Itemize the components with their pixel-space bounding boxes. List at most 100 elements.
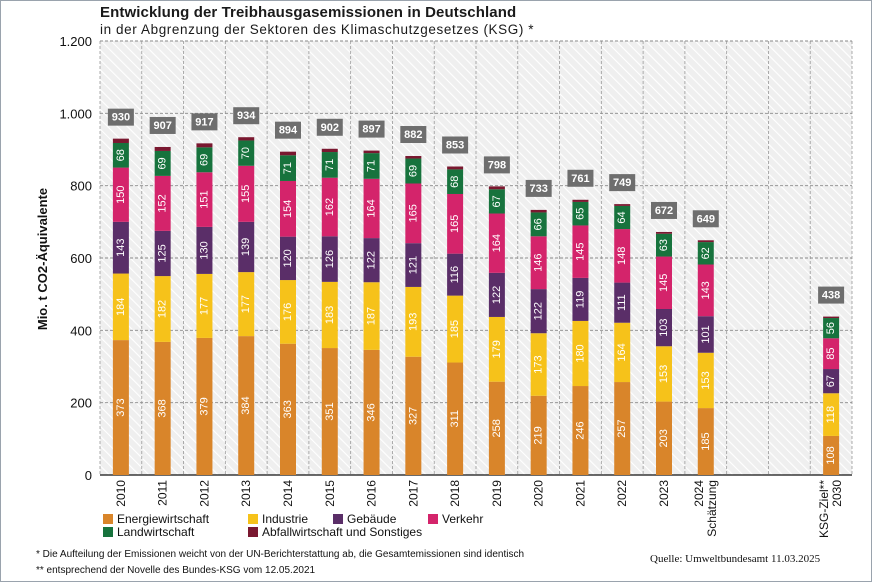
- total-box: [233, 107, 260, 125]
- bar-segment-label: 143: [115, 239, 127, 257]
- bar-segment: [447, 253, 464, 296]
- bar-segment: [238, 221, 255, 273]
- bar-segment: [823, 369, 840, 394]
- total-label: 761: [571, 173, 589, 185]
- bar-segment: [196, 147, 213, 173]
- bar-segment: [112, 221, 129, 274]
- bar-segment: [112, 138, 129, 143]
- bar-segment-label: 176: [282, 303, 294, 321]
- bar-segment: [530, 333, 547, 396]
- x-tick-label: 2013: [239, 480, 253, 507]
- x-tick-label: 2023: [657, 480, 671, 507]
- bar-segment-label: 180: [574, 344, 586, 362]
- bar-segment: [447, 169, 464, 194]
- total-label: 649: [697, 213, 715, 225]
- bar-segment: [447, 362, 464, 475]
- bar-segment: [196, 226, 213, 274]
- total-box: [483, 156, 510, 174]
- total-label: 749: [613, 177, 631, 189]
- bar-segment: [154, 276, 171, 342]
- x-tick-label: 2030: [830, 480, 844, 507]
- x-tick-label: 2024: [692, 480, 706, 507]
- total-label: 882: [404, 129, 422, 141]
- bar-segment: [321, 148, 338, 153]
- total-box: [191, 113, 218, 131]
- bar-segment-label: 139: [240, 238, 252, 256]
- chart-title: Entwicklung der Treibhausgasemissionen i…: [100, 4, 517, 21]
- total-box: [609, 174, 636, 192]
- bar-segment: [447, 295, 464, 363]
- x-tick-label: 2016: [365, 480, 379, 507]
- bar-segment-label: 327: [407, 407, 419, 425]
- bar-segment: [614, 205, 631, 230]
- bar-segment-label: 111: [616, 294, 628, 311]
- bar-segment: [488, 189, 505, 214]
- bar-segment: [154, 175, 171, 231]
- x-tick-label: 2015: [323, 480, 337, 507]
- bar-segment: [154, 341, 171, 475]
- bar-segment: [405, 156, 422, 159]
- bar-segment: [154, 230, 171, 277]
- bar-segment-label: 183: [324, 306, 336, 324]
- bar-segment: [238, 140, 255, 166]
- bar-segment: [405, 286, 422, 357]
- bar-segment: [614, 229, 631, 283]
- total-box: [567, 169, 594, 187]
- bar-segment: [154, 146, 171, 151]
- bar-segment: [280, 280, 296, 344]
- y-tick-label: 200: [70, 396, 92, 411]
- bar-segment-label: 126: [324, 250, 336, 268]
- bar-segment: [697, 352, 714, 409]
- bar-segment: [405, 158, 422, 184]
- bar-segment: [363, 178, 380, 239]
- bar-segment: [321, 236, 338, 282]
- bar-segment-label: 71: [366, 160, 378, 172]
- bar-segment-label: 116: [449, 266, 461, 284]
- bar-segment: [823, 318, 840, 339]
- bar-segment-label: 311: [449, 410, 461, 428]
- bar-segment: [280, 236, 296, 281]
- bar-segment-label: 148: [616, 247, 628, 265]
- bar-segment-label: 67: [825, 375, 837, 387]
- y-tick-label: 1.200: [59, 34, 92, 49]
- bar-segment-label: 125: [157, 244, 169, 262]
- y-tick-label: 800: [70, 179, 92, 194]
- total-box: [358, 120, 385, 138]
- total-label: 897: [362, 124, 380, 136]
- bar-segment: [112, 142, 129, 168]
- bar-segment-label: 165: [449, 215, 461, 233]
- bar-segment-label: 173: [533, 355, 545, 373]
- legend-swatch: [103, 514, 113, 524]
- bar-segment-label: 219: [533, 426, 545, 444]
- bar-segment: [321, 152, 338, 178]
- total-box: [818, 286, 845, 304]
- bar-segment: [656, 308, 672, 347]
- bar-segment: [447, 193, 464, 254]
- total-box: [400, 126, 427, 144]
- total-box: [651, 201, 677, 219]
- bar-segment: [488, 213, 505, 273]
- bar-segment: [656, 346, 672, 402]
- bar-segment: [656, 233, 672, 257]
- bar-segment-label: 118: [825, 406, 837, 424]
- bar-segment: [321, 177, 338, 237]
- y-tick-label: 600: [70, 251, 92, 266]
- bar-segment-label: 130: [198, 241, 210, 259]
- total-box: [149, 116, 176, 134]
- x-tick-label: 2018: [448, 480, 462, 507]
- x-tick-label: Schätzung: [705, 480, 719, 537]
- bar-segment-label: 85: [825, 348, 837, 360]
- bar-segment: [238, 272, 255, 337]
- bar-segment-label: 71: [324, 159, 336, 171]
- legend-swatch: [248, 514, 258, 524]
- legend-swatch: [248, 527, 258, 537]
- bar-segment: [530, 395, 547, 475]
- bar-segment: [280, 343, 296, 475]
- bar-segment-label: 257: [616, 419, 628, 437]
- bar-segment: [280, 155, 296, 181]
- legend-label: Abfallwirtschaft und Sonstiges: [262, 525, 422, 539]
- bar-segment: [572, 201, 589, 226]
- legend-label: Industrie: [262, 512, 308, 526]
- bar-segment: [656, 256, 672, 309]
- bar-segment-label: 179: [491, 340, 503, 358]
